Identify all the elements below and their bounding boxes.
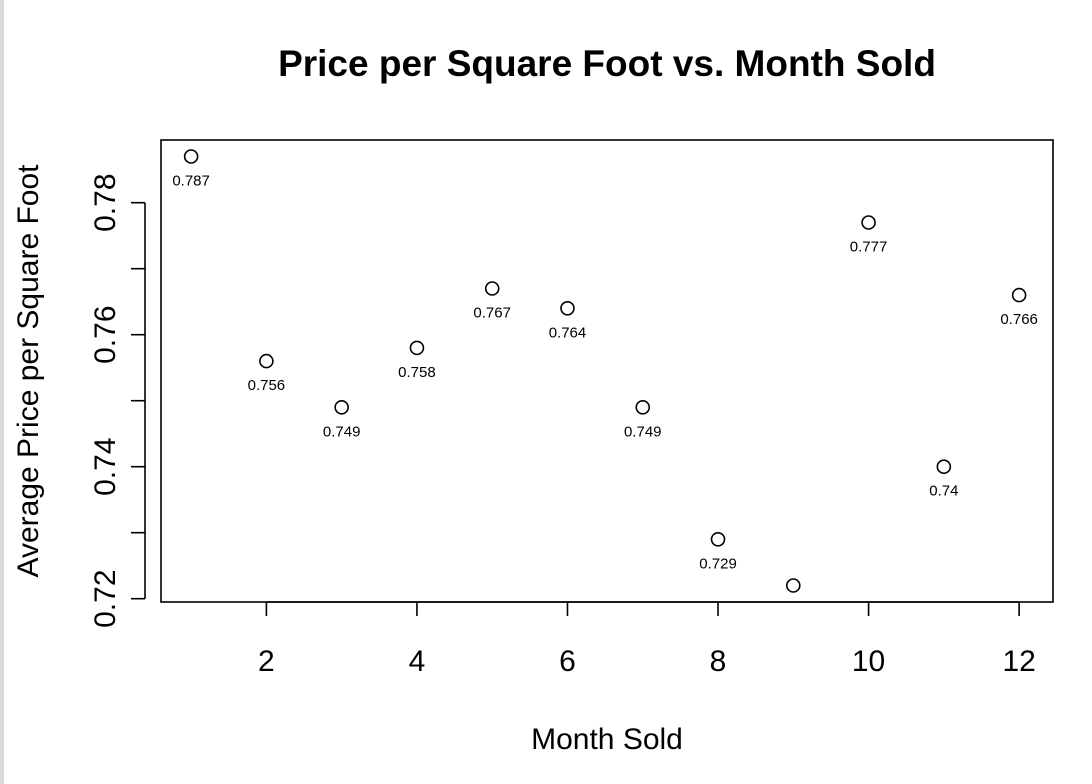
data-label: 0.729 <box>699 555 737 572</box>
y-axis: 0.72 0.74 0.76 0.78 <box>89 174 146 628</box>
y-tick-label: 0.78 <box>89 174 122 232</box>
y-tick-label: 0.76 <box>89 306 122 364</box>
chart-title: Price per Square Foot vs. Month Sold <box>278 43 936 84</box>
data-point <box>334 399 349 415</box>
data-label: 0.777 <box>850 239 888 256</box>
x-tick-label: 4 <box>409 645 426 678</box>
plot-frame <box>160 139 1054 603</box>
data-label: 0.767 <box>473 305 511 322</box>
data-points <box>183 149 1027 593</box>
y-tick-label: 0.74 <box>89 438 122 496</box>
y-tick-label: 0.72 <box>89 570 122 628</box>
data-label: 0.766 <box>1000 311 1038 328</box>
x-tick-label: 12 <box>1002 645 1035 678</box>
data-point <box>1011 287 1027 303</box>
data-point <box>635 399 651 415</box>
data-point <box>560 300 575 316</box>
x-tick-label: 8 <box>710 645 727 678</box>
x-axis-label: Month Sold <box>531 723 683 756</box>
window-left-edge <box>0 0 4 784</box>
data-label: 0.758 <box>398 364 436 381</box>
data-label: 0.749 <box>624 423 662 440</box>
x-tick-label: 10 <box>852 645 885 678</box>
data-point <box>409 340 425 356</box>
data-point <box>710 531 726 547</box>
data-label: 0.74 <box>929 483 958 500</box>
data-label: 0.787 <box>172 173 210 190</box>
data-point <box>786 578 801 593</box>
y-axis-label: Average Price per Square Foot <box>12 164 45 578</box>
data-point <box>259 353 274 369</box>
data-labels: 0.787 0.756 0.749 0.758 0.767 0.764 0.749 0.729… <box>172 173 1038 573</box>
data-point <box>484 281 500 296</box>
x-axis: 2 4 6 8 10 12 <box>258 601 1036 678</box>
data-label: 0.756 <box>248 377 286 394</box>
data-point <box>183 149 199 164</box>
x-tick-label: 6 <box>559 645 576 678</box>
data-label: 0.749 <box>323 423 361 440</box>
data-label: 0.764 <box>549 324 587 341</box>
data-point <box>936 459 952 475</box>
x-tick-label: 2 <box>258 645 275 678</box>
data-point <box>861 215 876 230</box>
